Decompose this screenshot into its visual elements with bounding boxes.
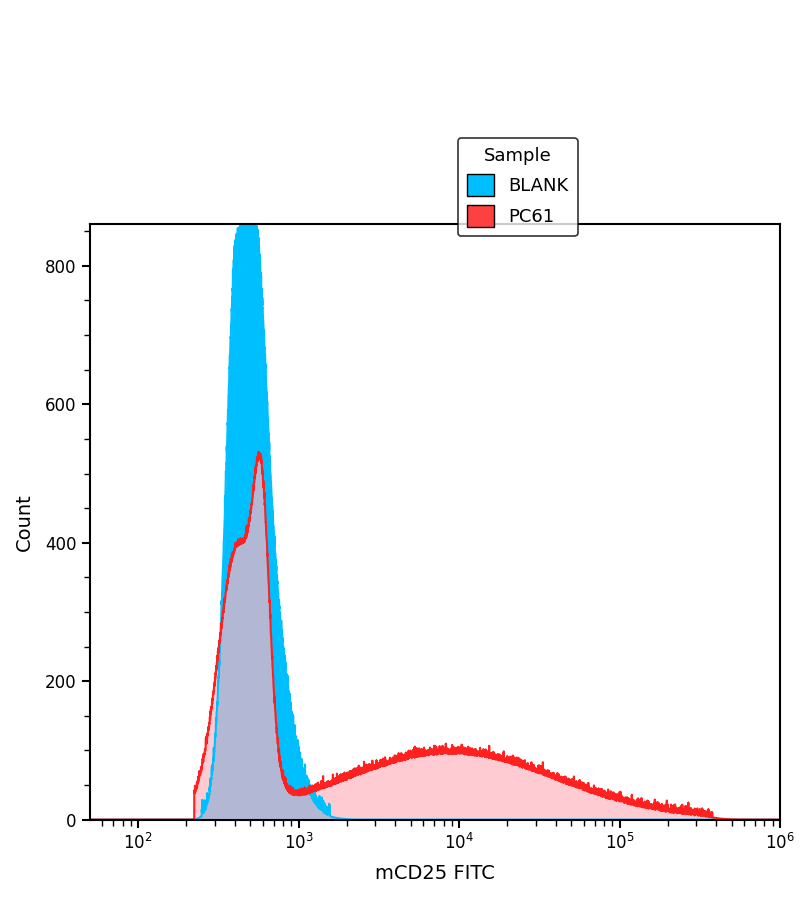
Legend: BLANK, PC61: BLANK, PC61 — [458, 138, 578, 236]
Y-axis label: Count: Count — [15, 493, 34, 550]
X-axis label: mCD25 FITC: mCD25 FITC — [375, 864, 495, 883]
